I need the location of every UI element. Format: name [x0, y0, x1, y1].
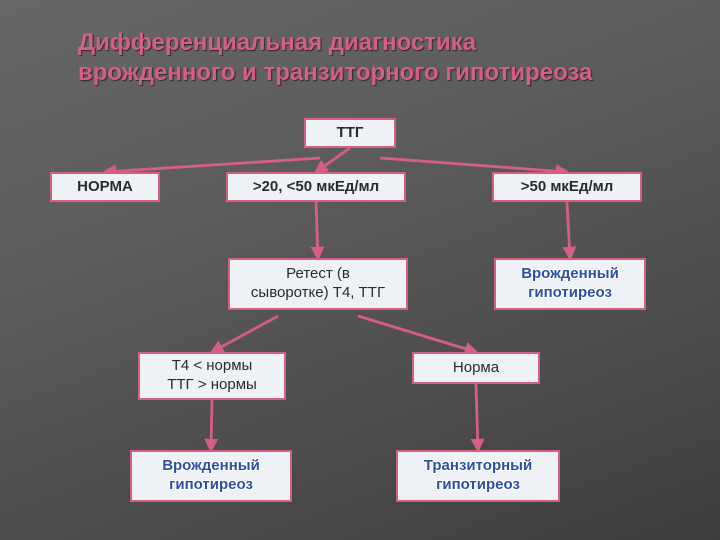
node-retest: Ретест (всыворотке) Т4, ТТГ — [228, 258, 408, 310]
edge-t4ttg-congen_l — [211, 400, 212, 450]
node-label-line: сыворотке) Т4, ТТГ — [251, 284, 385, 303]
edge-ttg-r50 — [380, 158, 567, 172]
node-congen_l: Врожденныйгипотиреоз — [130, 450, 292, 502]
node-label-line: ТТГ — [337, 124, 364, 143]
node-label-line: T4 < нормы — [172, 357, 253, 376]
edge-norma2-transit — [476, 384, 478, 450]
node-label-line: Транзиторный — [424, 457, 532, 476]
node-label-line: НОРМА — [77, 178, 133, 197]
slide-title: Дифференциальная диагностика врожденного… — [78, 28, 592, 88]
node-label-line: гипотиреоз — [436, 476, 520, 495]
node-label-line: Норма — [453, 359, 499, 378]
node-label-line: Ретест (в — [286, 265, 350, 284]
node-ttg: ТТГ — [304, 118, 396, 148]
node-label-line: Врожденный — [521, 265, 619, 284]
edge-r50-congen_r — [567, 202, 570, 258]
edge-retest-norma2 — [358, 316, 476, 352]
node-norma: НОРМА — [50, 172, 160, 202]
edge-retest-t4ttg — [212, 316, 278, 352]
node-r50: >50 мкЕд/мл — [492, 172, 642, 202]
node-label-line: гипотиреоз — [528, 284, 612, 303]
node-label-line: ТТГ > нормы — [167, 376, 257, 395]
node-label-line: >20, <50 мкЕд/мл — [253, 178, 379, 197]
node-t4ttg: T4 < нормыТТГ > нормы — [138, 352, 286, 400]
node-r20_50: >20, <50 мкЕд/мл — [226, 172, 406, 202]
edge-ttg-r20_50 — [316, 148, 350, 172]
node-transit: Транзиторныйгипотиреоз — [396, 450, 560, 502]
node-label-line: >50 мкЕд/мл — [521, 178, 614, 197]
edge-r20_50-retest — [316, 202, 318, 258]
edge-ttg-norma — [105, 158, 320, 172]
node-label-line: Врожденный — [162, 457, 260, 476]
node-label-line: гипотиреоз — [169, 476, 253, 495]
node-norma2: Норма — [412, 352, 540, 384]
node-congen_r: Врожденныйгипотиреоз — [494, 258, 646, 310]
